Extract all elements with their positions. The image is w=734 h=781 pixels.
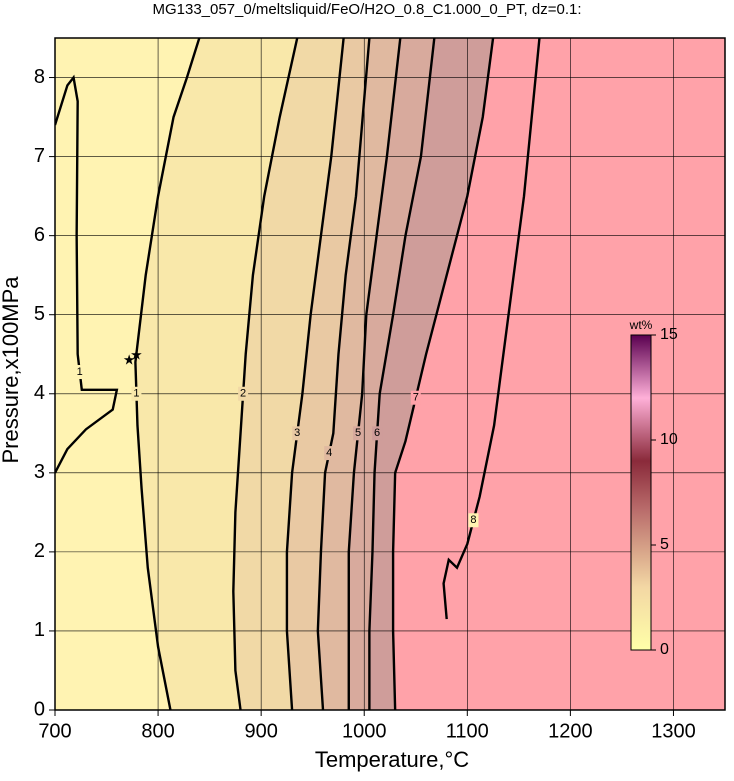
x-tick-label: 1300 <box>651 720 696 742</box>
contour-label: 4 <box>326 447 332 459</box>
y-tick-label: 5 <box>34 303 45 325</box>
contour-label-bg <box>74 365 85 380</box>
colorbar-label: wt% <box>629 318 653 332</box>
y-tick-label: 4 <box>34 382 45 404</box>
plot-frame <box>54 37 726 711</box>
x-axis-label: Temperature,°C <box>315 747 469 772</box>
chart-title: MG133_057_0/meltsliquid/FeO/H2O_0.8_C1.0… <box>152 1 581 18</box>
x-tick-label: 900 <box>244 720 277 742</box>
contour-label-bg <box>238 386 249 401</box>
contour-label: 8 <box>470 514 476 526</box>
y-tick-label: 1 <box>34 619 45 641</box>
contour-line <box>316 38 371 710</box>
y-tick-label: 2 <box>34 540 45 562</box>
colorbar-tick-label: 10 <box>660 431 678 448</box>
contour-line <box>368 38 436 710</box>
colorbar-tick-label: 15 <box>660 326 678 343</box>
contour-label-bg <box>131 386 142 401</box>
contour-label-bg <box>353 426 364 441</box>
x-tick-label: 1000 <box>342 720 387 742</box>
contour-label-bg <box>410 390 421 405</box>
contour-line <box>285 38 345 710</box>
colorbar <box>630 334 652 651</box>
contour-label-bg <box>372 426 383 441</box>
contour-label-bg <box>292 426 303 441</box>
y-tick-label: 0 <box>34 698 45 720</box>
x-tick-label: 800 <box>141 720 174 742</box>
colorbar-tick-label: 0 <box>660 641 669 658</box>
plot-area: 1 1 2 3 4 5 6 7 8 ★★ <box>55 38 725 710</box>
contour-label: 6 <box>374 427 380 439</box>
y-tick-label: 6 <box>34 224 45 246</box>
contour-label-bg <box>468 513 479 528</box>
contour-label: 3 <box>294 427 300 439</box>
contour-label-bg <box>324 446 335 461</box>
contour-label: 1 <box>133 388 139 400</box>
contour-label: 1 <box>77 366 83 378</box>
star-marker: ★ <box>130 347 143 363</box>
contour-label: 5 <box>355 427 361 439</box>
colorbar-tick-label: 5 <box>660 536 669 553</box>
contour-line <box>134 38 201 710</box>
x-tick-label: 1200 <box>548 720 593 742</box>
contour-line <box>347 38 402 710</box>
y-axis-label: Pressure,x100MPa <box>0 276 23 464</box>
star-marker: ★ <box>123 351 136 367</box>
contour-label: 2 <box>240 388 246 400</box>
y-tick-label: 7 <box>34 145 45 167</box>
x-tick-label: 700 <box>38 720 71 742</box>
y-tick-label: 3 <box>34 461 45 483</box>
contour-label: 7 <box>413 392 419 404</box>
x-tick-label: 1100 <box>446 720 489 742</box>
y-tick-label: 8 <box>34 66 45 88</box>
